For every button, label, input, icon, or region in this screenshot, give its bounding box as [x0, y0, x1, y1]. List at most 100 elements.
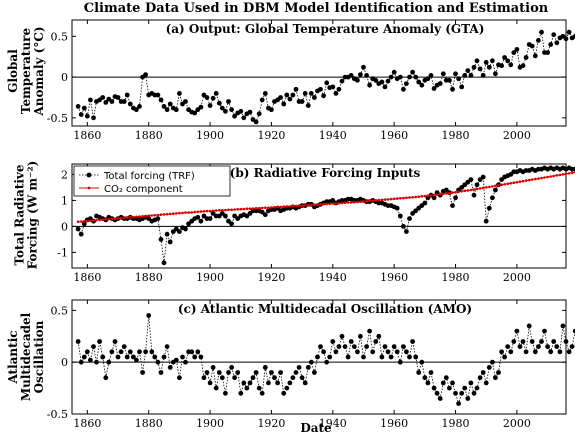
data-point — [385, 349, 391, 355]
data-point — [272, 375, 277, 381]
co2-point — [460, 190, 464, 193]
co2-point — [245, 207, 249, 210]
data-point — [499, 63, 504, 69]
data-point — [137, 104, 142, 109]
data-point — [140, 370, 146, 375]
data-point — [302, 91, 308, 96]
co2-point — [349, 201, 353, 204]
legend: Total forcing (TRF) CO₂ component — [73, 165, 231, 197]
data-point — [287, 380, 293, 386]
data-point — [554, 344, 560, 349]
data-point — [453, 71, 458, 77]
co2-point — [537, 177, 540, 180]
data-point — [419, 359, 425, 365]
data-point — [213, 385, 219, 391]
data-point — [422, 375, 428, 381]
data-point — [450, 380, 455, 386]
co2-point — [438, 192, 442, 196]
data-point — [474, 182, 480, 188]
x-tick-label: 1860 — [73, 129, 101, 142]
data-point — [287, 96, 293, 102]
co2-point — [205, 209, 209, 213]
data-point — [523, 349, 529, 355]
y-axis-label: Forcing (W m⁻²) — [26, 161, 40, 270]
data-point — [299, 375, 305, 381]
co2-point — [294, 204, 298, 208]
data-point — [124, 354, 130, 360]
data-point — [373, 77, 379, 83]
co2-point — [365, 199, 368, 203]
plot-frame — [71, 299, 567, 415]
co2-point — [558, 173, 562, 177]
data-point — [385, 78, 391, 84]
co2-point — [334, 202, 338, 205]
co2-point — [76, 220, 80, 223]
co2-point — [472, 188, 476, 191]
data-point — [397, 213, 403, 219]
data-point — [348, 73, 354, 78]
data-point — [232, 375, 238, 381]
data-point — [207, 103, 213, 108]
data-point — [422, 200, 428, 206]
data-point — [229, 107, 235, 113]
co2-point — [500, 183, 503, 187]
data-point — [440, 71, 446, 77]
data-point — [413, 74, 419, 80]
x-tick-label: 1960 — [380, 129, 408, 142]
data-point — [471, 390, 477, 396]
data-point — [410, 339, 415, 344]
co2-point — [138, 215, 141, 218]
co2-point — [172, 212, 175, 215]
data-point — [520, 63, 526, 69]
co2-point — [239, 207, 243, 211]
y-tick-label: 0 — [61, 220, 68, 233]
data-point — [401, 224, 406, 229]
x-tick-label: 1860 — [73, 271, 101, 284]
data-point — [281, 390, 287, 396]
data-point — [127, 349, 133, 355]
co2-point — [83, 219, 86, 223]
co2-point — [156, 213, 160, 217]
data-point — [278, 95, 283, 100]
co2-point — [555, 174, 559, 177]
data-point — [545, 344, 550, 349]
co2-point — [95, 218, 98, 222]
data-point — [486, 365, 492, 370]
co2-point — [383, 198, 387, 201]
data-point — [560, 323, 566, 329]
co2-point — [481, 186, 485, 190]
data-point — [474, 385, 480, 391]
co2-point — [463, 189, 467, 193]
x-tick-label: 1880 — [135, 417, 163, 430]
x-tick-label: 1940 — [319, 417, 347, 430]
co2-point — [211, 209, 215, 213]
co2-point — [561, 173, 565, 176]
data-point — [367, 82, 372, 88]
data-point — [483, 60, 489, 65]
data-point — [477, 66, 483, 72]
y-axis-label: Multidecadel — [19, 312, 33, 401]
data-point — [391, 344, 397, 349]
data-point — [318, 86, 323, 92]
co2-point — [518, 180, 522, 183]
co2-point — [153, 213, 157, 217]
plot-frame — [71, 163, 567, 269]
data-point — [262, 212, 268, 218]
co2-point — [276, 205, 279, 209]
data-point — [367, 328, 372, 334]
data-point — [339, 78, 345, 84]
co2-point — [420, 194, 424, 198]
co2-point — [251, 207, 255, 210]
data-point — [480, 174, 486, 180]
data-point — [465, 396, 471, 401]
data-point — [112, 339, 118, 344]
data-point — [355, 77, 360, 83]
data-point — [486, 205, 492, 211]
co2-point — [110, 217, 114, 221]
co2-point — [147, 214, 150, 217]
y-axis-label: Oscillation — [32, 320, 46, 393]
co2-point — [552, 174, 555, 178]
data-point — [330, 339, 336, 344]
data-point — [121, 99, 127, 104]
data-point — [364, 73, 369, 78]
